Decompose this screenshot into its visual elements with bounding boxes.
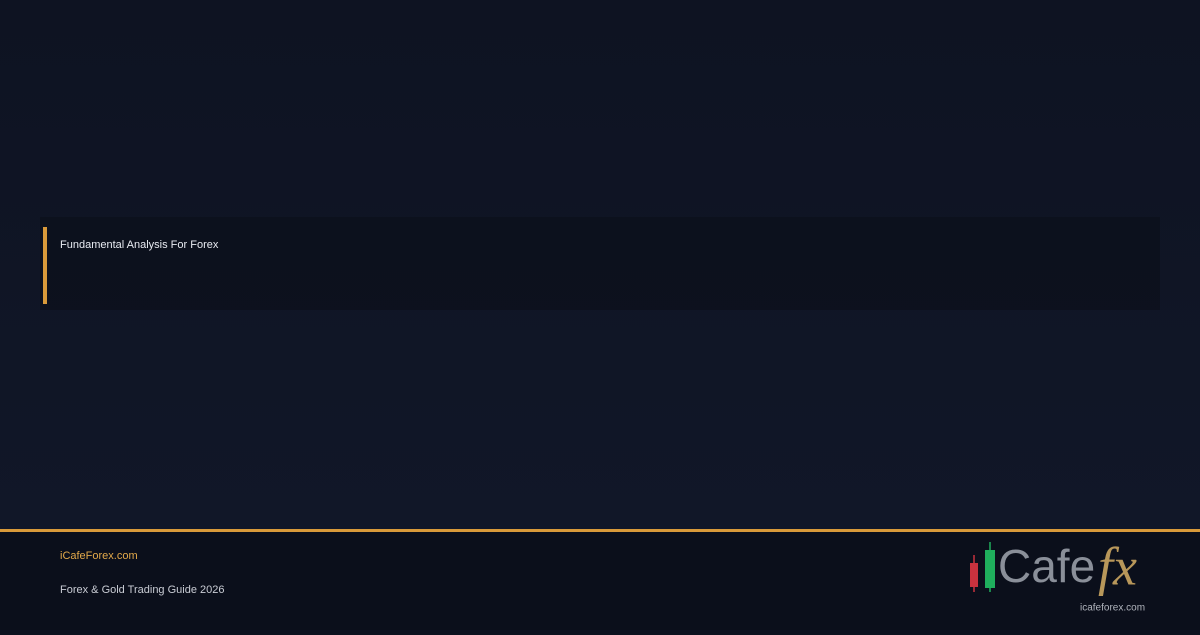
title-box [40, 217, 1160, 310]
logo-mark: fx [1098, 536, 1137, 596]
title: Fundamental Analysis For Forex [60, 239, 219, 251]
logo: Cafe fx icafeforex.com [970, 536, 1145, 614]
divider [0, 529, 1200, 532]
logo-word: Cafe [998, 540, 1095, 592]
title-accent [43, 227, 47, 304]
logo-candle [985, 550, 995, 588]
logo-candle [970, 563, 978, 587]
site: iCafeForex.com [60, 550, 138, 562]
footer-background [0, 530, 1200, 630]
logo-url: icafeforex.com [1080, 603, 1145, 614]
subtitle: Forex & Gold Trading Guide 2026 [60, 584, 224, 596]
